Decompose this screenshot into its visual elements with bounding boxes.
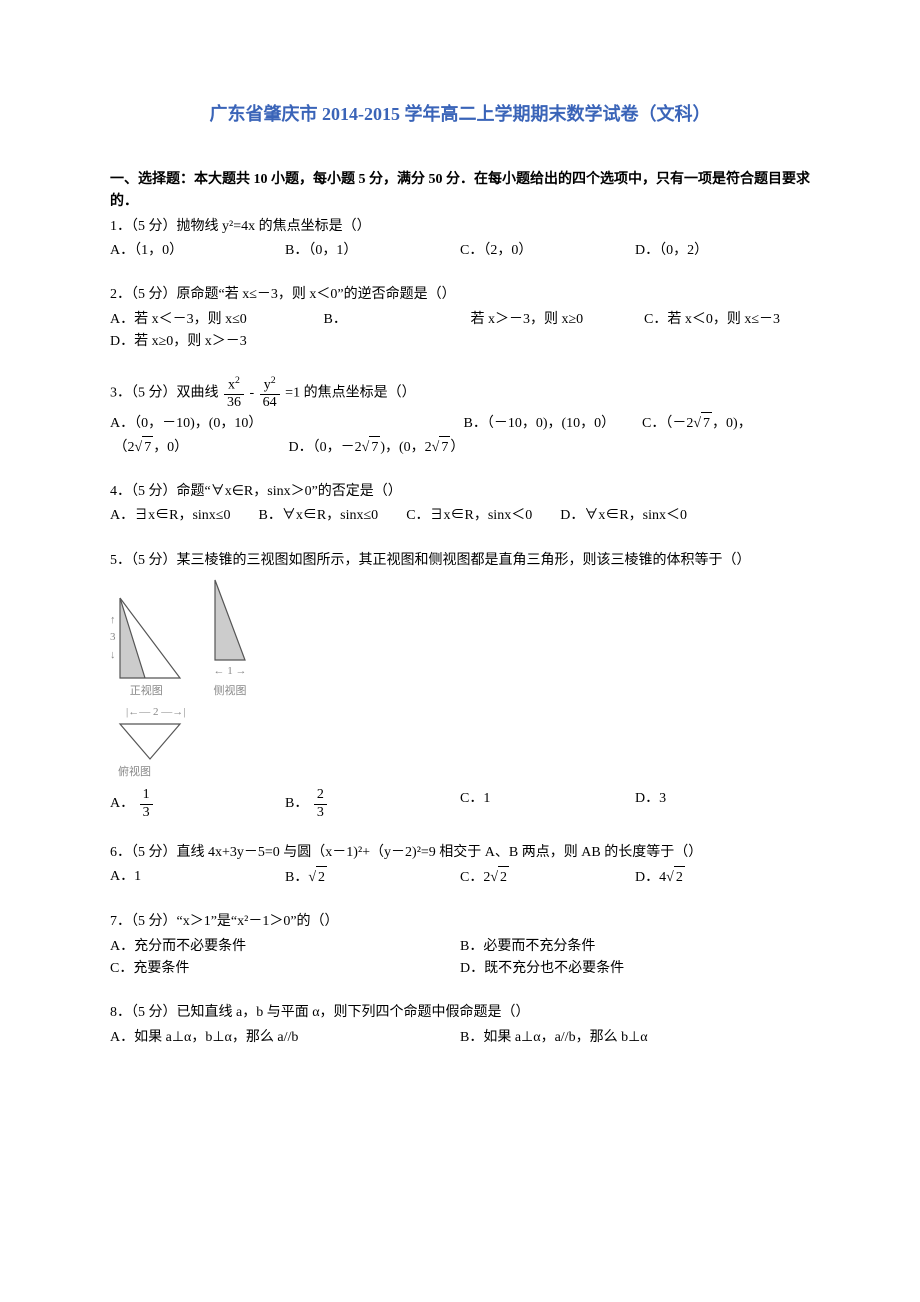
top-view-svg: [118, 722, 183, 762]
q6-opt-b[interactable]: B．√2: [285, 866, 460, 889]
q4-opt-b[interactable]: B．∀x∈R，sinx≤0: [258, 505, 378, 527]
side-view-label: 侧视图: [214, 683, 247, 701]
q2-opt-b[interactable]: 若 x＞－3，则 x≥0: [471, 309, 641, 331]
q4-options: A．∃x∈R，sinx≤0 B．∀x∈R，sinx≤0 C．∃x∈R，sinx＜…: [110, 505, 810, 527]
q3-options-line1: A．（0，－10)，(0，10） B．（－10，0)，(10，0） C．（－2√…: [110, 412, 810, 435]
dim-1: 1: [227, 665, 233, 677]
q1-opt-b[interactable]: B．（0，1）: [285, 240, 460, 262]
q8-opt-a[interactable]: A．如果 a⊥α，b⊥α，那么 a//b: [110, 1027, 460, 1049]
fraction-x2-36: x2 36: [224, 376, 244, 411]
q7-opt-c[interactable]: C．充要条件: [110, 958, 460, 980]
q3-opt-d[interactable]: D．（0，－2√7)，(0，2√7）: [289, 440, 465, 455]
q3-opt-a[interactable]: A．（0，－10)，(0，10）: [110, 413, 460, 435]
q4-opt-c[interactable]: C．∃x∈R，sinx＜0: [406, 505, 532, 527]
top-view-block: |←— 2 —→| 俯视图: [118, 704, 810, 781]
q1-opt-a[interactable]: A．（1，0）: [110, 240, 285, 262]
q5-stem: 5．（5 分）某三棱锥的三视图如图所示，其正视图和侧视图都是直角三角形，则该三棱…: [110, 550, 810, 572]
side-view-block: ← 1 → 侧视图: [213, 578, 248, 700]
q1-opt-d[interactable]: D．（0，2）: [635, 240, 810, 262]
question-4: 4．（5 分）命题“∀x∈R，sinx＞0”的否定是（） A．∃x∈R，sinx…: [110, 481, 810, 528]
q1-options: A．（1，0） B．（0，1） C．（2，0） D．（0，2）: [110, 240, 810, 262]
q3-stem: 3．（5 分）双曲线 x2 36 - y2 64 =1 的焦点坐标是（）: [110, 376, 810, 411]
q5-figure-row1: ↑ 3 ↓ 正视图 ←: [110, 578, 810, 700]
q2-options-line1: A．若 x＜－3，则 x≤0 B． 若 x＞－3，则 x≥0 C．若 x＜0，则…: [110, 309, 810, 331]
q7-options: A．充分而不必要条件 B．必要而不充分条件 C．充要条件 D．既不充分也不必要条…: [110, 936, 810, 981]
q5-opt-d[interactable]: D．3: [635, 788, 810, 820]
q4-stem: 4．（5 分）命题“∀x∈R，sinx＞0”的否定是（）: [110, 481, 810, 503]
q7-stem: 7．（5 分）“x＞1”是“x²－1＞0”的（）: [110, 911, 810, 933]
question-6: 6．（5 分）直线 4x+3y－5=0 与圆（x－1)²+（y－2)²=9 相交…: [110, 842, 810, 890]
q3-opt-c2[interactable]: （2√7，0）: [110, 436, 285, 459]
q6-opt-a[interactable]: A．1: [110, 866, 285, 889]
q1-opt-c[interactable]: C．（2，0）: [460, 240, 635, 262]
q2-opt-c[interactable]: C．若 x＜0，则 x≤－3: [644, 309, 780, 331]
front-view-block: ↑ 3 ↓ 正视图: [110, 596, 183, 701]
q6-opt-c[interactable]: C．2√2: [460, 866, 635, 889]
q7-opt-b[interactable]: B．必要而不充分条件: [460, 936, 810, 958]
q8-options: A．如果 a⊥α，b⊥α，那么 a//b B．如果 a⊥α，a//b，那么 b⊥…: [110, 1027, 810, 1049]
question-8: 8．（5 分）已知直线 a，b 与平面 α，则下列四个命题中假命题是（） A．如…: [110, 1002, 810, 1049]
q2-opt-d[interactable]: D．若 x≥0，则 x＞－3: [110, 334, 247, 349]
front-view-label: 正视图: [130, 683, 163, 701]
q6-options: A．1 B．√2 C．2√2 D．4√2: [110, 866, 810, 889]
q4-opt-a[interactable]: A．∃x∈R，sinx≤0: [110, 505, 230, 527]
side-view-svg: [213, 578, 248, 663]
fraction-y2-64: y2 64: [260, 376, 280, 411]
question-1: 1．（5 分）抛物线 y²=4x 的焦点坐标是（） A．（1，0） B．（0，1…: [110, 216, 810, 263]
q7-opt-a[interactable]: A．充分而不必要条件: [110, 936, 460, 958]
dim-3: 3: [110, 629, 116, 647]
q3-opt-b[interactable]: B．（－10，0)，(10，0）: [464, 413, 639, 435]
q2-stem: 2．（5 分）原命题“若 x≤－3，则 x＜0”的逆否命题是（）: [110, 284, 810, 306]
page-title: 广东省肇庆市 2014-2015 学年高二上学期期末数学试卷（文科）: [110, 100, 810, 129]
q8-stem: 8．（5 分）已知直线 a，b 与平面 α，则下列四个命题中假命题是（）: [110, 1002, 810, 1024]
q6-stem: 6．（5 分）直线 4x+3y－5=0 与圆（x－1)²+（y－2)²=9 相交…: [110, 842, 810, 864]
q3-opt-c[interactable]: C．（－2√7，0)，: [642, 416, 752, 431]
q5-opt-c[interactable]: C．1: [460, 788, 635, 820]
front-view-svg: [118, 596, 183, 681]
question-7: 7．（5 分）“x＞1”是“x²－1＞0”的（） A．充分而不必要条件 B．必要…: [110, 911, 810, 980]
q2-options-line2: D．若 x≥0，则 x＞－3: [110, 331, 810, 353]
q5-options: A． 13 B． 23 C．1 D．3: [110, 788, 810, 820]
q5-opt-b[interactable]: B． 23: [285, 788, 460, 820]
q4-opt-d[interactable]: D．∀x∈R，sinx＜0: [560, 505, 687, 527]
q6-opt-d[interactable]: D．4√2: [635, 866, 810, 889]
q8-opt-b[interactable]: B．如果 a⊥α，a//b，那么 b⊥α: [460, 1027, 810, 1049]
q1-stem: 1．（5 分）抛物线 y²=4x 的焦点坐标是（）: [110, 216, 810, 238]
question-3: 3．（5 分）双曲线 x2 36 - y2 64 =1 的焦点坐标是（） A．（…: [110, 376, 810, 459]
q3-options-line2: （2√7，0） D．（0，－2√7)，(0，2√7）: [110, 436, 810, 459]
q5-opt-a[interactable]: A． 13: [110, 788, 285, 820]
dim-2: 2: [153, 706, 159, 718]
q7-opt-d[interactable]: D．既不充分也不必要条件: [460, 958, 810, 980]
top-view-label: 俯视图: [118, 764, 151, 782]
q2-opt-a[interactable]: A．若 x＜－3，则 x≤0: [110, 309, 320, 331]
section-heading: 一、选择题：本大题共 10 小题，每小题 5 分，满分 50 分．在每小题给出的…: [110, 169, 810, 214]
question-5: 5．（5 分）某三棱锥的三视图如图所示，其正视图和侧视图都是直角三角形，则该三棱…: [110, 550, 810, 820]
q2-opt-b-label[interactable]: B．: [324, 309, 364, 331]
question-2: 2．（5 分）原命题“若 x≤－3，则 x＜0”的逆否命题是（） A．若 x＜－…: [110, 284, 810, 353]
